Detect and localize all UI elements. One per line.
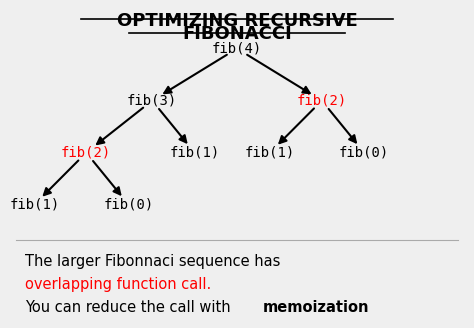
- Text: OPTIMIZING RECURSIVE: OPTIMIZING RECURSIVE: [117, 12, 357, 30]
- Text: overlapping function call.: overlapping function call.: [25, 277, 211, 292]
- Text: fib(1): fib(1): [9, 198, 60, 212]
- Text: memoization: memoization: [263, 299, 369, 315]
- Text: fib(2): fib(2): [297, 93, 347, 108]
- Text: fib(4): fib(4): [212, 42, 262, 55]
- Text: fib(3): fib(3): [127, 93, 177, 108]
- Text: fib(1): fib(1): [245, 146, 295, 160]
- Text: fib(2): fib(2): [61, 146, 111, 160]
- Text: fib(1): fib(1): [170, 146, 220, 160]
- Text: fib(0): fib(0): [339, 146, 389, 160]
- Text: FIBONACCI: FIBONACCI: [182, 25, 292, 43]
- Text: You can reduce the call with: You can reduce the call with: [25, 299, 235, 315]
- Text: fib(0): fib(0): [103, 198, 154, 212]
- Text: The larger Fibonnaci sequence has: The larger Fibonnaci sequence has: [25, 254, 280, 269]
